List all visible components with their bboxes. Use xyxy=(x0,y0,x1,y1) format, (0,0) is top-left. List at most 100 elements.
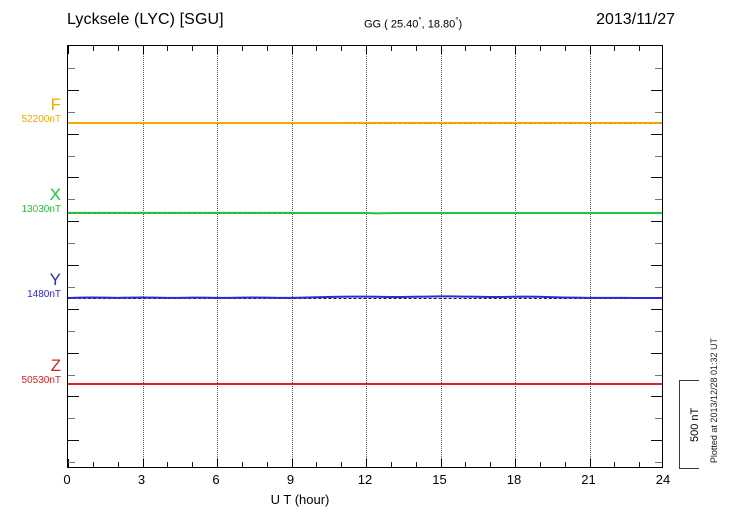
trace-Z xyxy=(68,377,662,391)
y-tick-left-14 xyxy=(68,374,75,376)
x-axis-label-6h: 6 xyxy=(212,472,220,487)
x-tick-top-12h xyxy=(366,46,367,54)
x-tick-top-0h xyxy=(68,46,69,54)
component-label-y: Y 1480nT xyxy=(3,271,61,301)
y-tick-right-6 xyxy=(655,199,662,201)
y-tick-left-3 xyxy=(68,133,79,135)
x-tick-bot-9h xyxy=(291,459,293,467)
geo-mid: , 18.80 xyxy=(421,18,456,31)
scale-bar-line xyxy=(679,380,680,469)
x-tick-bot-18h xyxy=(515,459,516,467)
y-tick-right-8 xyxy=(655,243,662,245)
y-tick-left-11 xyxy=(68,308,79,310)
x-tick-bot-19h xyxy=(539,462,541,467)
x-tick-bot-20h xyxy=(564,462,566,467)
x-tick-bot-3h xyxy=(142,459,144,467)
trace-X xyxy=(68,206,662,220)
x-tick-bot-15h xyxy=(440,459,442,467)
x-tick-bot-11h xyxy=(341,462,343,467)
x-tick-bot-23h xyxy=(639,462,641,467)
y-tick-left-18 xyxy=(68,462,75,464)
y-tick-left-9 xyxy=(68,265,79,266)
y-tick-right-1 xyxy=(651,89,662,91)
geographic-coordinates: GG ( 25.40°, 18.80°) xyxy=(364,16,462,31)
x-tick-top-15h xyxy=(440,46,442,54)
baseline-Y xyxy=(68,298,662,299)
y-tick-left-7 xyxy=(68,221,79,223)
x-tick-top-5h xyxy=(192,46,194,51)
x-tick-bot-12h xyxy=(366,459,367,467)
x-axis-label-15h: 15 xyxy=(432,472,447,487)
y-tick-right-17 xyxy=(651,440,662,442)
x-axis-label-21h: 21 xyxy=(581,472,596,487)
x-tick-top-10h xyxy=(316,46,318,51)
x-tick-bot-6h xyxy=(217,459,218,467)
y-tick-right-0 xyxy=(655,67,662,69)
y-tick-left-13 xyxy=(68,352,79,354)
trace-Y xyxy=(68,291,662,305)
x-tick-bot-8h xyxy=(266,462,268,467)
x-tick-top-7h xyxy=(241,46,243,51)
y-tick-left-2 xyxy=(68,111,75,113)
x-tick-bot-14h xyxy=(415,462,417,467)
y-tick-left-12 xyxy=(68,330,75,332)
gridline-vertical-21h xyxy=(589,46,591,467)
component-baseline-x: 13030nT xyxy=(21,204,61,215)
x-tick-top-1h xyxy=(92,46,94,51)
x-tick-top-22h xyxy=(614,46,616,51)
x-tick-top-13h xyxy=(390,46,392,51)
gridline-vertical-9h xyxy=(291,46,293,467)
x-tick-top-3h xyxy=(142,46,144,54)
y-tick-left-17 xyxy=(68,440,79,442)
x-tick-bot-5h xyxy=(192,462,194,467)
chart-header: Lycksele (LYC) [SGU] GG ( 25.40°, 18.80°… xyxy=(0,0,730,40)
component-letter-z: Z xyxy=(50,356,61,375)
x-axis-label-18h: 18 xyxy=(506,472,522,487)
x-tick-bot-17h xyxy=(490,462,492,467)
x-tick-top-16h xyxy=(465,46,467,51)
gridline-vertical-3h xyxy=(142,46,144,467)
y-tick-right-15 xyxy=(651,396,662,398)
x-tick-top-11h xyxy=(341,46,343,51)
y-tick-left-15 xyxy=(68,396,79,398)
x-axis-label-3h: 3 xyxy=(137,472,146,487)
plotted-at-timestamp: Plotted at 2013/12/28 01:32 UT xyxy=(709,338,719,464)
component-label-f: F 52200nT xyxy=(3,96,61,126)
y-tick-right-13 xyxy=(651,352,662,354)
trace-F xyxy=(68,116,662,130)
y-tick-left-8 xyxy=(68,243,75,245)
scale-bar: 500 nT xyxy=(679,380,705,469)
x-tick-bot-16h xyxy=(465,462,467,467)
gridline-vertical-15h xyxy=(440,46,442,467)
x-tick-top-18h xyxy=(515,46,516,54)
y-tick-right-16 xyxy=(655,418,662,420)
y-tick-right-12 xyxy=(655,330,662,332)
y-tick-right-7 xyxy=(651,221,662,223)
y-tick-right-4 xyxy=(655,155,662,157)
x-tick-bot-1h xyxy=(92,462,94,467)
x-axis-title: U T (hour) xyxy=(0,492,730,507)
x-tick-top-2h xyxy=(117,46,119,51)
x-tick-top-19h xyxy=(539,46,541,51)
y-tick-left-1 xyxy=(68,89,79,91)
degree-symbol-lon: ° xyxy=(455,16,459,25)
x-tick-top-17h xyxy=(490,46,492,51)
x-axis-label-9h: 9 xyxy=(286,472,295,487)
page-title: Lycksele (LYC) [SGU] xyxy=(67,11,224,28)
y-tick-right-18 xyxy=(655,462,662,464)
x-axis-label-0h: 0 xyxy=(63,472,71,487)
y-tick-right-14 xyxy=(655,374,662,376)
x-tick-bot-2h xyxy=(117,462,119,467)
magnetogram-plot-area xyxy=(67,45,663,468)
x-tick-bot-10h xyxy=(316,462,318,467)
x-tick-top-20h xyxy=(564,46,566,51)
y-tick-left-6 xyxy=(68,199,75,201)
y-tick-left-16 xyxy=(68,418,75,420)
component-label-z: Z 50530nT xyxy=(3,357,61,387)
x-axis-label-12h: 12 xyxy=(357,472,373,487)
component-letter-x: X xyxy=(49,185,61,204)
component-label-x: X 13030nT xyxy=(3,186,61,216)
degree-symbol-lat: ° xyxy=(418,16,422,25)
x-tick-bot-4h xyxy=(167,462,169,467)
y-tick-right-11 xyxy=(651,308,662,310)
